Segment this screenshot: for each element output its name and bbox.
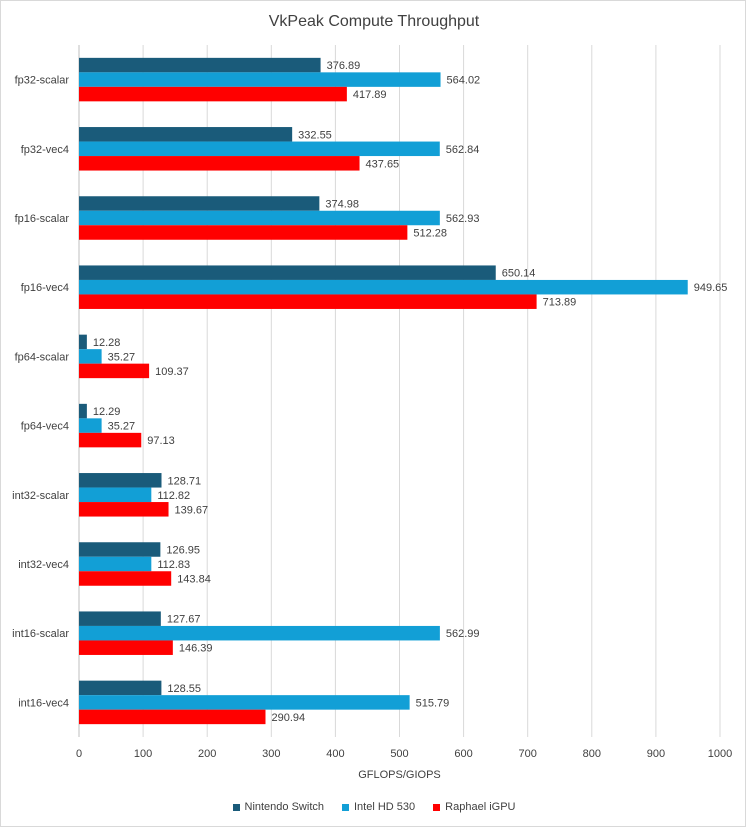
bar <box>79 363 150 379</box>
bar <box>79 709 266 725</box>
bar <box>79 334 87 350</box>
category-label: int32-scalar <box>12 490 69 502</box>
bar <box>79 680 162 696</box>
x-tick-label: 800 <box>583 748 601 760</box>
x-tick-label: 400 <box>326 748 344 760</box>
bar <box>79 418 102 433</box>
bar <box>79 210 440 226</box>
x-tick-label: 300 <box>262 748 280 760</box>
bar <box>79 640 173 655</box>
data-label: 12.29 <box>93 406 121 418</box>
legend-swatch <box>342 803 349 811</box>
bar <box>79 265 496 280</box>
legend-item: Nintendo Switch <box>232 801 325 813</box>
data-label: 332.55 <box>298 129 332 141</box>
legend-swatch <box>232 803 240 811</box>
data-label: 515.79 <box>416 697 450 709</box>
data-label: 562.99 <box>446 628 480 640</box>
data-label: 417.89 <box>353 89 387 101</box>
x-tick-label: 100 <box>134 748 152 760</box>
data-label: 109.37 <box>155 366 189 378</box>
bar <box>79 556 152 572</box>
legend-item: Intel HD 530 <box>342 801 415 813</box>
bar <box>79 473 162 488</box>
category-label: fp16-vec4 <box>21 282 69 294</box>
data-label: 374.98 <box>325 199 359 211</box>
data-label: 290.94 <box>271 712 305 724</box>
chart-title: VkPeak Compute Throughput <box>268 13 480 30</box>
data-label: 128.71 <box>168 475 202 487</box>
data-label: 512.28 <box>413 228 447 240</box>
bar <box>79 294 537 309</box>
x-tick-label: 0 <box>76 748 82 760</box>
bar <box>79 225 408 240</box>
data-label: 146.39 <box>179 643 213 655</box>
legend-label: Intel HD 530 <box>354 801 416 813</box>
legend-item: Raphael iGPU <box>433 801 515 813</box>
bar <box>79 611 161 626</box>
bar <box>79 432 142 448</box>
x-axis-title: GFLOPS/GIOPS <box>358 769 441 781</box>
bar <box>79 403 87 419</box>
data-label: 713.89 <box>543 297 577 309</box>
data-label: 437.65 <box>366 158 400 170</box>
bar <box>79 542 161 557</box>
bar <box>79 349 102 364</box>
data-label: 97.13 <box>147 435 175 447</box>
data-label: 128.55 <box>167 683 201 695</box>
bar <box>79 695 410 710</box>
bar <box>79 487 152 503</box>
x-tick-label: 600 <box>454 748 472 760</box>
legend: Nintendo Switch Intel HD 530 Raphael iGPU <box>1 801 746 813</box>
data-label: 143.84 <box>177 574 211 586</box>
bar <box>79 86 347 102</box>
bar <box>79 141 440 157</box>
legend-swatch <box>433 803 441 811</box>
legend-label: Nintendo Switch <box>244 801 325 813</box>
data-label: 127.67 <box>167 614 201 626</box>
data-label: 562.93 <box>446 213 480 225</box>
x-tick-label: 500 <box>390 748 408 760</box>
bar <box>79 72 441 87</box>
data-label: 35.27 <box>108 351 136 363</box>
category-label: fp64-scalar <box>15 351 70 363</box>
bar <box>79 196 320 211</box>
legend-label: Raphael iGPU <box>445 801 516 813</box>
bar <box>79 279 688 295</box>
data-label: 650.14 <box>502 268 536 280</box>
data-label: 126.95 <box>166 545 200 557</box>
category-label: fp64-vec4 <box>21 421 69 433</box>
x-tick-label: 700 <box>519 748 537 760</box>
bar <box>79 156 360 171</box>
x-tick-label: 900 <box>647 748 665 760</box>
category-label: int16-scalar <box>12 628 69 640</box>
data-label: 949.65 <box>694 282 728 294</box>
category-label: fp32-vec4 <box>21 144 69 156</box>
data-label: 12.28 <box>93 337 121 349</box>
data-label: 564.02 <box>447 75 481 87</box>
category-label: fp16-scalar <box>15 213 70 225</box>
bar <box>79 625 440 641</box>
data-label: 376.89 <box>327 60 361 72</box>
data-label: 35.27 <box>108 421 136 433</box>
category-label: int16-vec4 <box>18 697 69 709</box>
data-label: 562.84 <box>446 144 480 156</box>
x-tick-label: 200 <box>198 748 216 760</box>
category-label: int32-vec4 <box>18 559 69 571</box>
bar <box>79 502 169 517</box>
bar <box>79 127 293 142</box>
category-label: fp32-scalar <box>15 75 70 87</box>
data-label: 112.83 <box>157 559 190 571</box>
x-tick-label: 1000 <box>708 748 732 760</box>
data-label: 112.82 <box>157 490 190 502</box>
data-label: 139.67 <box>175 504 209 516</box>
bar <box>79 571 172 586</box>
bar <box>79 57 321 73</box>
